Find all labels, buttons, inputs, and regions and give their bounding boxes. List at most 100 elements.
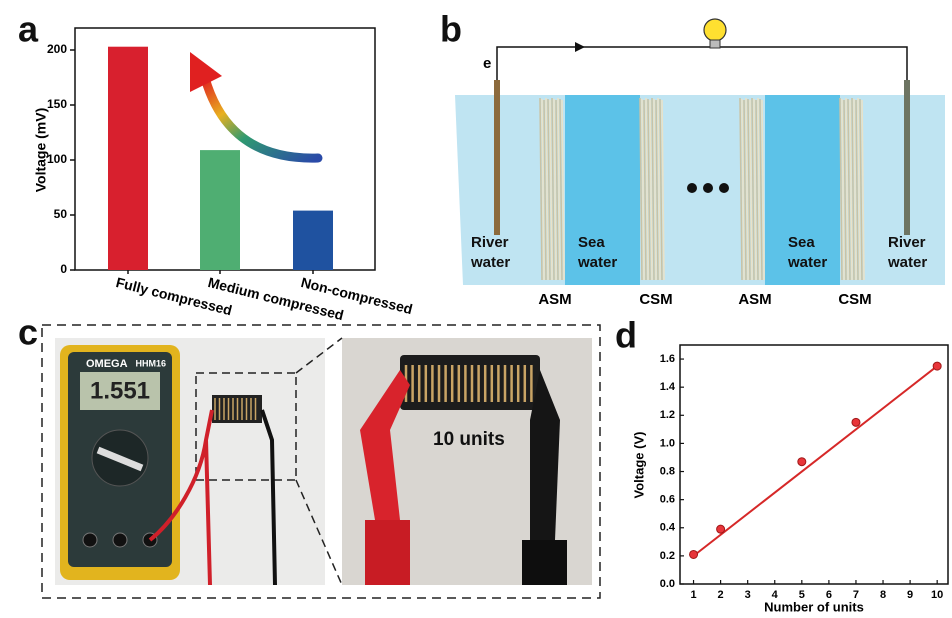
meter-display: [80, 372, 160, 410]
x-tick-label: 3: [745, 589, 751, 601]
bar: [293, 210, 333, 270]
sea-region: [565, 95, 640, 285]
ellipsis-dot: [687, 183, 697, 193]
membrane-label: ASM: [738, 291, 771, 308]
red-lead: [148, 409, 214, 586]
membrane-sheet: [851, 97, 855, 281]
data-point: [797, 457, 807, 467]
y-tick-label: 0.2: [660, 550, 675, 562]
x-tick-label: 10: [931, 589, 943, 601]
ellipsis-dot: [703, 183, 713, 193]
tank: [455, 95, 945, 285]
membrane-sheet: [849, 99, 853, 281]
membrane-sheet: [541, 98, 545, 281]
membrane-sheet: [547, 98, 551, 281]
x-axis-label: Number of units: [764, 599, 864, 614]
y-tick-label: 0.6: [660, 494, 675, 506]
membrane-sheet: [539, 97, 543, 281]
membrane-sheet: [647, 98, 651, 281]
membrane-sheet: [853, 98, 857, 281]
electrode: [494, 80, 500, 235]
bulb-base: [709, 39, 721, 49]
water-label: River water: [888, 234, 928, 271]
photo-caption: 10 units: [433, 429, 505, 450]
x-tick-label: 8: [880, 589, 886, 601]
current-arrow: [575, 42, 585, 52]
electron-label: e: [483, 55, 491, 72]
membrane-sheet: [553, 98, 557, 281]
membrane-sheet: [757, 97, 761, 281]
membrane-sheet: [651, 97, 655, 281]
membrane-sheet: [755, 99, 759, 281]
y-tick-label: 50: [54, 207, 68, 221]
meter-model: HHM16: [135, 358, 166, 368]
membrane-sheet: [549, 99, 553, 281]
y-tick-label: 1.4: [660, 381, 676, 393]
membrane-sheet: [543, 99, 547, 281]
membrane-sheet: [555, 99, 559, 281]
membrane-sheet: [739, 97, 743, 281]
y-tick-label: 1.0: [660, 437, 675, 449]
plot-frame: [679, 344, 949, 585]
fit-line: [692, 365, 938, 557]
black-plug: [522, 540, 567, 585]
data-point: [689, 549, 699, 559]
panel-letter: b: [440, 9, 462, 50]
membrane-sheet: [643, 99, 647, 281]
y-tick-label: 0.4: [660, 522, 676, 534]
membrane-sheet: [655, 99, 659, 281]
panel-letter: d: [615, 315, 637, 356]
membrane-sheet: [843, 99, 847, 281]
meter-knob: [96, 446, 144, 472]
sea-region: [765, 95, 840, 285]
meter-jack: [112, 532, 128, 548]
x-tick-label: 9: [907, 589, 913, 601]
trend-arrow: [200, 73, 323, 163]
y-tick-label: 0.0: [660, 578, 675, 590]
meter-brand: OMEGA: [86, 358, 128, 370]
y-tick-label: 0: [60, 262, 67, 276]
black-lead: [260, 409, 277, 586]
black-clamp: [530, 370, 560, 540]
membrane-sheet: [743, 99, 747, 281]
x-tick-label: 1: [690, 589, 696, 601]
water-label: River water: [471, 234, 511, 271]
red-clamp: [360, 370, 410, 520]
membrane-sheet: [749, 99, 753, 281]
membrane-sheet: [559, 98, 563, 281]
y-tick-label: 1.2: [660, 409, 675, 421]
meter-jack: [82, 532, 98, 548]
membrane-sheet: [657, 97, 661, 281]
membrane-sheet: [653, 98, 657, 281]
membrane-sheet: [747, 98, 751, 281]
ellipsis-dot: [719, 183, 729, 193]
y-tick-label: 150: [47, 97, 67, 111]
x-tick-label: 2: [718, 589, 724, 601]
membrane-sheet: [659, 98, 663, 281]
x-tick-label: 6: [826, 589, 832, 601]
membrane-sheet: [845, 97, 849, 281]
membrane-sheet: [751, 97, 755, 281]
wire: [496, 46, 908, 80]
x-tick-label: 5: [799, 589, 805, 601]
membrane-label: ASM: [538, 291, 571, 308]
membrane-label: CSM: [639, 291, 672, 308]
bar: [200, 150, 240, 270]
x-tick-label: 4: [772, 589, 779, 601]
membrane-sheet: [753, 98, 757, 281]
membrane-sheet: [561, 99, 565, 281]
membrane-sheet: [741, 98, 745, 281]
membrane-sheet: [661, 99, 665, 281]
membrane-sheet: [859, 98, 863, 281]
trend-arrowhead: [190, 52, 222, 92]
membrane-sheet: [841, 98, 845, 281]
y-tick-label: 100: [47, 152, 67, 166]
membrane-sheet: [855, 99, 859, 281]
red-plug: [365, 520, 410, 585]
membrane-sheet: [645, 97, 649, 281]
membrane-sheet: [639, 97, 643, 281]
membrane-sheet: [557, 97, 561, 281]
membrane-sheet: [545, 97, 549, 281]
data-point: [932, 361, 942, 371]
